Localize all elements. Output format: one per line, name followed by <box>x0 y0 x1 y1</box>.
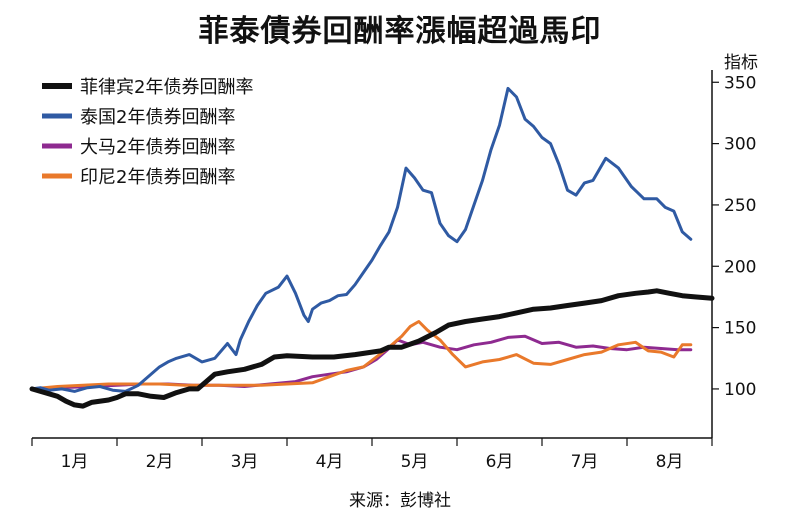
series-line-2 <box>30 334 693 391</box>
x-tick-label: 8月 <box>656 452 684 472</box>
y-axis-label: 指标 <box>724 53 758 73</box>
x-tick-label: 6月 <box>486 452 514 472</box>
y-tick-label: 150 <box>724 319 756 339</box>
series-line-0 <box>29 288 715 409</box>
legend-label: 菲律宾2年债券回酬率 <box>80 77 253 98</box>
y-tick-label: 200 <box>724 257 756 277</box>
y-tick-label: 350 <box>724 73 756 93</box>
y-tick-label: 100 <box>724 380 756 400</box>
x-tick-label: 7月 <box>571 452 599 472</box>
legend-label: 印尼2年债券回酬率 <box>80 167 235 188</box>
x-tick-label: 1月 <box>61 452 89 472</box>
chart-title: 菲泰債券回酬率漲幅超過馬印 <box>198 14 602 49</box>
series-line-3 <box>30 320 693 391</box>
source-note: 来源：彭博社 <box>349 491 451 511</box>
x-tick-label: 2月 <box>146 452 174 472</box>
legend-label: 泰国2年债券回酬率 <box>80 107 235 128</box>
x-tick-label: 5月 <box>401 452 429 472</box>
y-tick-label: 250 <box>724 196 756 216</box>
x-tick-label: 3月 <box>231 452 259 472</box>
series-line-1 <box>30 86 693 393</box>
chart-series <box>29 86 715 409</box>
y-tick-label: 300 <box>724 135 756 155</box>
x-tick-label: 4月 <box>316 452 344 472</box>
legend-label: 大马2年债券回酬率 <box>80 137 235 158</box>
